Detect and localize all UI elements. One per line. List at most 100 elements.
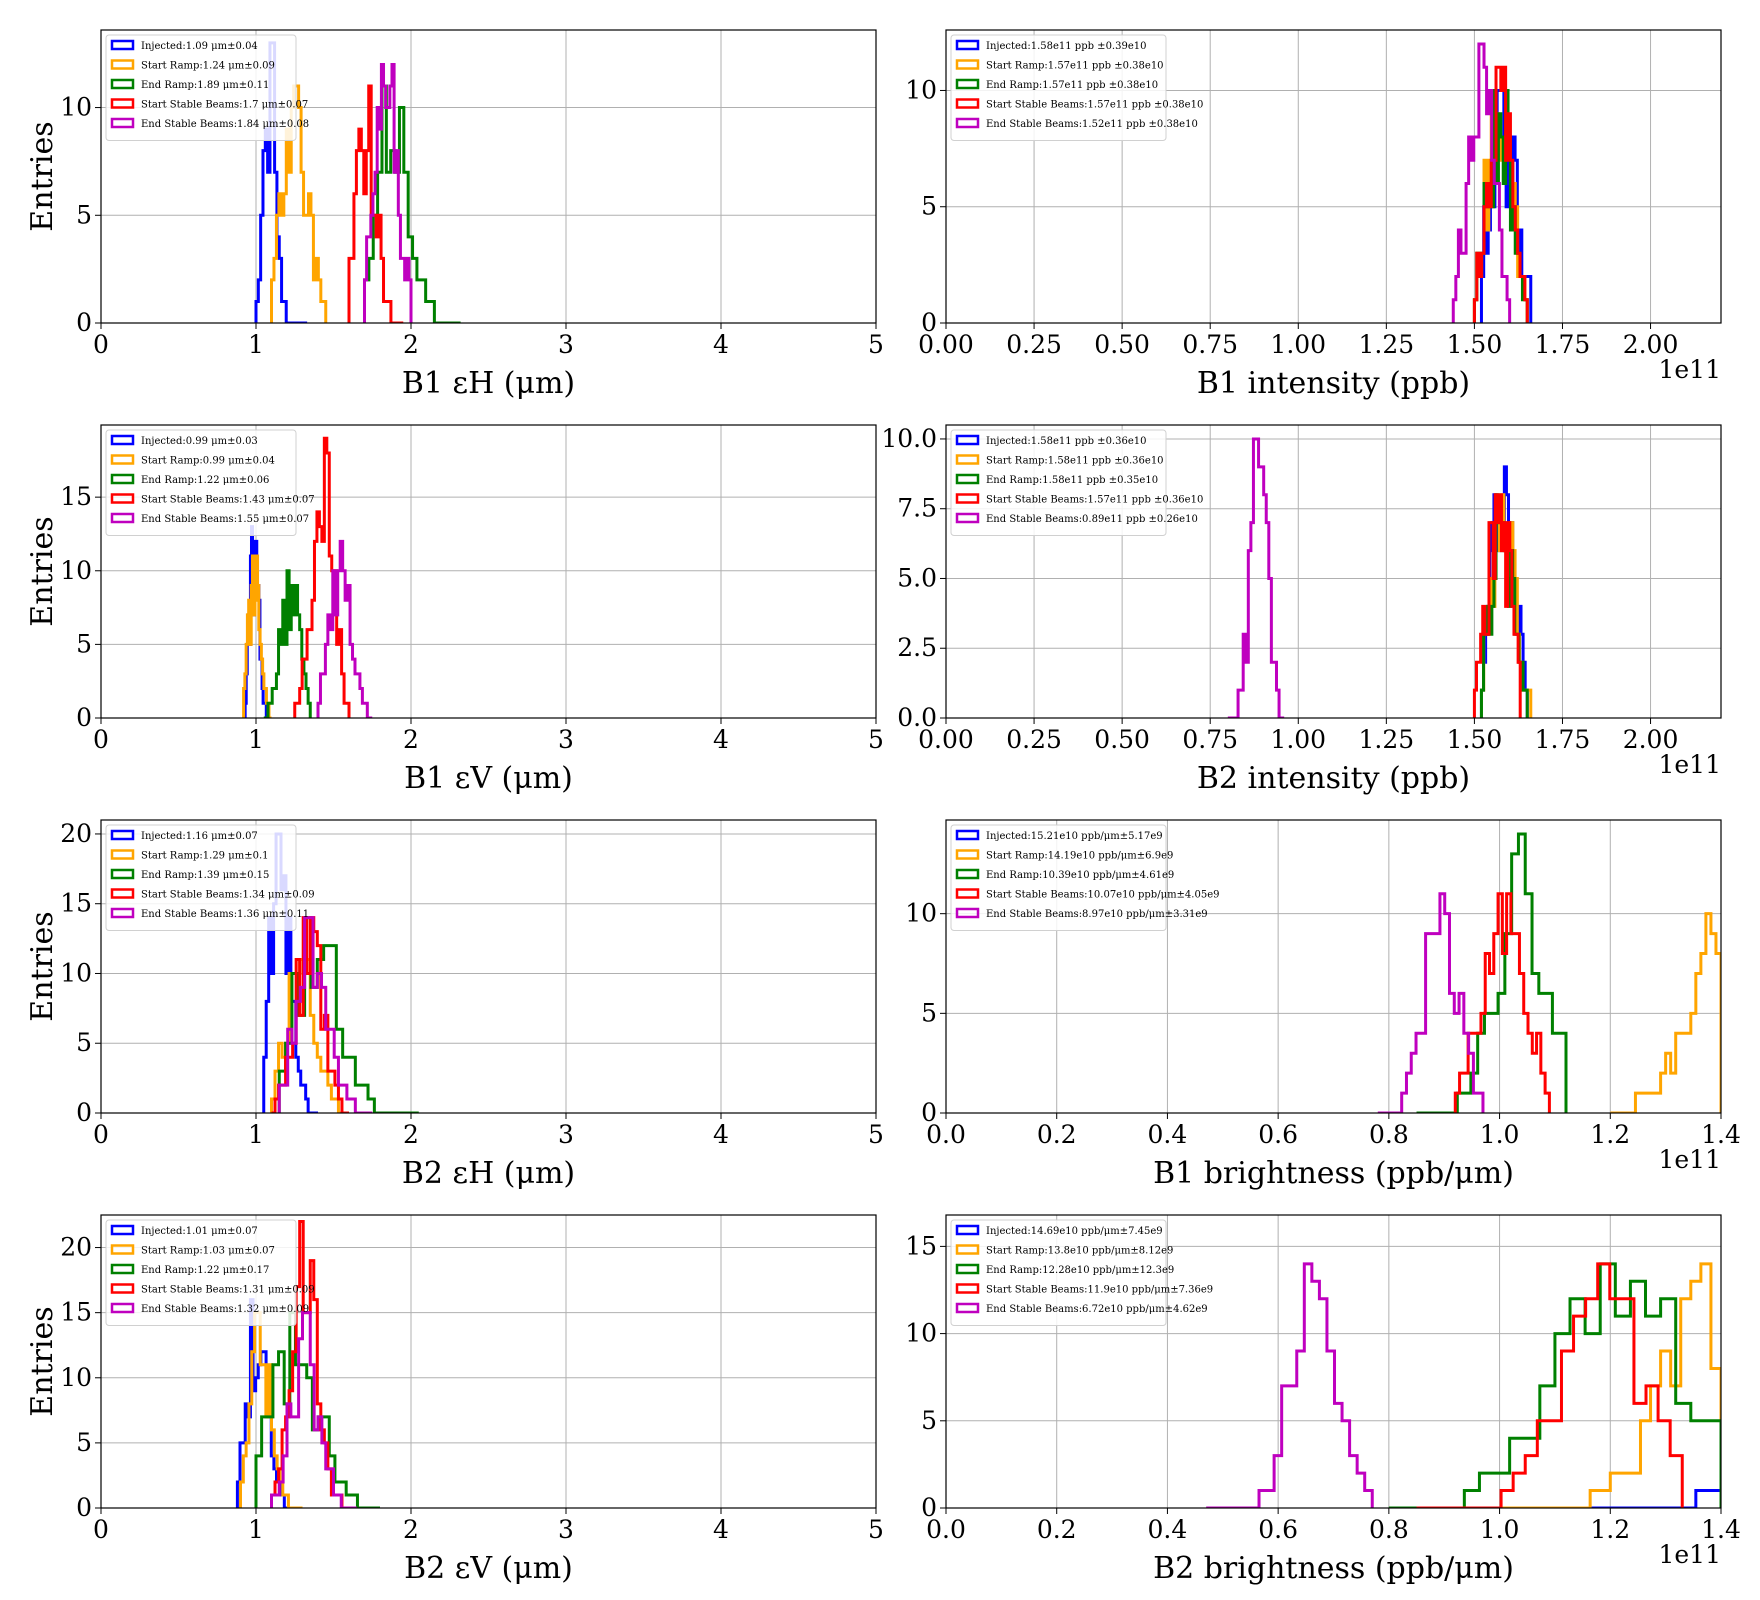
x-tick-label: 4 (713, 1515, 729, 1544)
legend-swatch (955, 1224, 980, 1236)
histogram-series-injected (254, 41, 308, 323)
histogram-series-end-stable-beams (316, 539, 373, 718)
legend: Injected:0.99 μm±0.03 Start Ramp:0.99 μm±… (105, 429, 315, 536)
legend-entry: Start Stable Beams:1.31 μm±0.09 (141, 1285, 315, 1296)
legend-entry: Start Ramp:1.03 μm±0.07 (141, 1246, 275, 1257)
x-tick-label: 4 (713, 725, 729, 754)
legend-swatch (955, 888, 980, 899)
histogram-series-start-stable-beams (1472, 493, 1522, 718)
x-tick-label: 2 (403, 1515, 419, 1544)
x-tick-label: 0.0 (926, 1120, 966, 1149)
legend: Injected:1.09 μm±0.04 Start Ramp:1.24 μm±… (105, 34, 309, 141)
legend-entry: Start Stable Beams:1.7 μm±0.07 (141, 100, 308, 111)
legend-entry: End Stable Beams:1.52e11 ppb ±0.38e10 (986, 119, 1198, 130)
legend-entry: Start Stable Beams:1.34 μm±0.09 (141, 890, 315, 901)
axis-offset-label: 1e11 (1658, 355, 1721, 384)
y-tick-label: 10.0 (881, 424, 937, 453)
legend-entry: End Ramp:1.57e11 ppb ±0.38e10 (986, 80, 1158, 91)
x-tick-label: 0 (93, 1515, 109, 1544)
legend: Injected:15.21e10 ppb/μm±5.17e9 Start Ram… (950, 824, 1219, 931)
legend-swatch (110, 117, 135, 129)
histogram-series-start-ramp (239, 1311, 303, 1508)
histogram-series-end-stable-beams (363, 62, 413, 323)
y-tick-label: 20 (60, 819, 92, 848)
legend-swatch (955, 59, 980, 70)
histogram-series-end-stable-beams (1227, 437, 1285, 718)
legend-box (105, 824, 297, 931)
legend-swatch (955, 1244, 980, 1255)
histogram-series-end-ramp (254, 1311, 380, 1508)
y-tick-label: 15 (905, 1231, 937, 1260)
plot-frame (945, 29, 1722, 324)
histogram-series-end-stable-beams (270, 1311, 357, 1508)
histogram-series-start-stable-beams (271, 916, 349, 1113)
histogram-series-end-ramp (363, 84, 461, 323)
x-tick-label: 0.50 (1094, 725, 1150, 754)
histogram-series-end-ramp (1416, 832, 1568, 1113)
x-tick-label: 1.0 (1480, 1120, 1520, 1149)
histogram-series-end-ramp (263, 569, 312, 718)
y-tick-label: 5 (921, 192, 937, 221)
legend-entry: Start Stable Beams:1.43 μm±0.07 (141, 495, 315, 506)
y-tick-label: 15 (60, 889, 92, 918)
x-tick-label: 1.25 (1359, 330, 1415, 359)
y-tick-label: 0 (921, 1098, 937, 1127)
legend-swatch (110, 849, 135, 860)
x-tick-label: 2 (403, 725, 419, 754)
legend-box (950, 824, 1167, 931)
legend-swatch (955, 434, 980, 446)
axis-offset-label: 1e11 (1658, 1145, 1721, 1174)
x-tick-label: 1.00 (1270, 330, 1326, 359)
histogram-series-start-ramp (1610, 912, 1721, 1113)
legend-entry: End Stable Beams:6.72e10 ppb/μm±4.62e9 (986, 1304, 1208, 1315)
x-tick-label: 0.00 (918, 725, 974, 754)
x-tick-label: 3 (558, 1120, 574, 1149)
x-tick-label: 0.25 (1006, 330, 1062, 359)
x-tick-label: 0.2 (1037, 1515, 1077, 1544)
plot-frame (100, 424, 877, 719)
x-tick-label: 1 (248, 1120, 264, 1149)
legend-swatch (110, 1302, 135, 1314)
x-axis-label: B1 brightness (ppb/μm) (1153, 1156, 1514, 1191)
x-axis-label: B2 εH (μm) (402, 1156, 575, 1191)
chart-panel-6: 0.0 0.2 0.4 0.6 0.8 1.0 1.2 1.4 0 5 10 Injected:15.… (905, 819, 1741, 1191)
chart-panel-2: 0.00 0.25 0.50 0.75 1.00 1.25 1.50 1.75 2.00 0 5 10… (905, 29, 1722, 401)
legend-swatch (110, 1244, 135, 1255)
y-tick-label: 15 (60, 1298, 92, 1327)
histogram-series-end-stable-beams (277, 916, 373, 1113)
legend-swatch (110, 1283, 135, 1294)
x-tick-label: 0.2 (1037, 1120, 1077, 1149)
legend-swatch (955, 1263, 980, 1275)
x-tick-label: 1.2 (1590, 1515, 1630, 1544)
y-axis-label: Entries (25, 121, 60, 231)
x-tick-label: 1 (248, 1515, 264, 1544)
y-tick-label: 0.0 (897, 703, 937, 732)
x-tick-label: 1.50 (1447, 725, 1503, 754)
histogram-series-start-ramp (270, 84, 328, 323)
legend-box (105, 1219, 297, 1326)
x-tick-label: 4 (713, 330, 729, 359)
legend-swatch (955, 78, 980, 90)
y-tick-label: 7.5 (897, 494, 937, 523)
x-tick-label: 3 (558, 330, 574, 359)
y-tick-label: 10 (60, 1363, 92, 1392)
legend-entry: Injected:14.69e10 ppb/μm±7.45e9 (986, 1226, 1163, 1237)
x-axis-label: B2 εV (μm) (404, 1551, 573, 1586)
x-tick-label: 0.6 (1258, 1515, 1298, 1544)
y-tick-label: 0 (76, 308, 92, 337)
y-tick-label: 15 (60, 482, 92, 511)
plot-frame (100, 819, 877, 1114)
legend-box (950, 1219, 1167, 1326)
legend-entry: Start Stable Beams:1.57e11 ppb ±0.38e10 (986, 100, 1203, 111)
y-tick-label: 5 (76, 200, 92, 229)
legend-entry: Injected:1.58e11 ppb ±0.39e10 (986, 41, 1146, 52)
y-axis-label: Entries (25, 911, 60, 1021)
plot-frame (100, 29, 877, 324)
histogram-series-start-stable-beams (1416, 1262, 1684, 1508)
x-tick-label: 0.00 (918, 330, 974, 359)
histogram-series-start-ramp (242, 554, 272, 718)
x-tick-label: 1.0 (1480, 1515, 1520, 1544)
y-tick-label: 20 (60, 1233, 92, 1262)
legend-swatch (110, 829, 135, 841)
